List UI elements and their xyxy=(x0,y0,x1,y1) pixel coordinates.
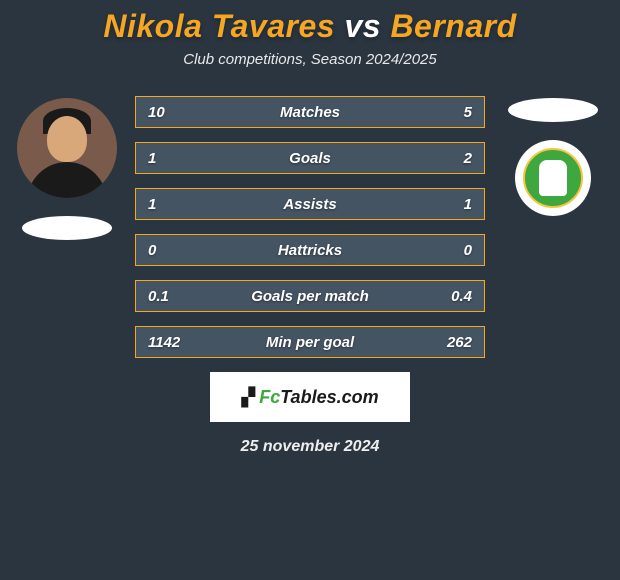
stat-label: Min per goal xyxy=(266,334,354,351)
player2-avatar-placeholder xyxy=(508,98,598,122)
stat-right-value: 2 xyxy=(464,150,472,167)
stat-right-value: 0.4 xyxy=(451,288,472,305)
stat-row: 1142 Min per goal 262 xyxy=(135,326,485,358)
page-title: Nikola Tavares vs Bernard xyxy=(103,8,516,45)
stat-label: Goals per match xyxy=(251,288,369,305)
stat-row: 1 Goals 2 xyxy=(135,142,485,174)
date-text: 25 november 2024 xyxy=(241,438,380,456)
stat-right-value: 1 xyxy=(464,196,472,213)
comparison-infographic: Nikola Tavares vs Bernard Club competiti… xyxy=(0,0,620,580)
stat-label: Hattricks xyxy=(278,242,342,259)
stat-right-value: 262 xyxy=(447,334,472,351)
player2-club-crest xyxy=(515,140,591,216)
stat-left-value: 1142 xyxy=(148,334,180,351)
stat-left-value: 0 xyxy=(148,242,156,259)
stat-label: Assists xyxy=(283,196,336,213)
content-row: 10 Matches 5 1 Goals 2 1 Assists 1 0 Hat… xyxy=(0,96,620,358)
stat-left-value: 1 xyxy=(148,150,156,167)
chart-icon: ▞ xyxy=(241,387,255,408)
player1-name: Nikola Tavares xyxy=(103,8,335,44)
brand-text: FcTables.com xyxy=(259,387,378,408)
stat-right-value: 0 xyxy=(464,242,472,259)
player1-club-logo-placeholder xyxy=(22,216,112,240)
source-badge: ▞ FcTables.com xyxy=(210,372,410,422)
right-side xyxy=(503,96,603,216)
stat-row: 1 Assists 1 xyxy=(135,188,485,220)
stat-left-value: 0.1 xyxy=(148,288,169,305)
stat-row: 10 Matches 5 xyxy=(135,96,485,128)
vs-text: vs xyxy=(344,8,381,44)
stats-table: 10 Matches 5 1 Goals 2 1 Assists 1 0 Hat… xyxy=(135,96,485,358)
stat-label: Matches xyxy=(280,104,340,121)
stat-left-value: 10 xyxy=(148,104,165,121)
subtitle: Club competitions, Season 2024/2025 xyxy=(183,51,437,68)
player1-avatar xyxy=(17,98,117,198)
stat-row: 0.1 Goals per match 0.4 xyxy=(135,280,485,312)
stat-right-value: 5 xyxy=(464,104,472,121)
player2-name: Bernard xyxy=(390,8,516,44)
left-side xyxy=(17,96,117,240)
stat-row: 0 Hattricks 0 xyxy=(135,234,485,266)
stat-label: Goals xyxy=(289,150,331,167)
stat-left-value: 1 xyxy=(148,196,156,213)
